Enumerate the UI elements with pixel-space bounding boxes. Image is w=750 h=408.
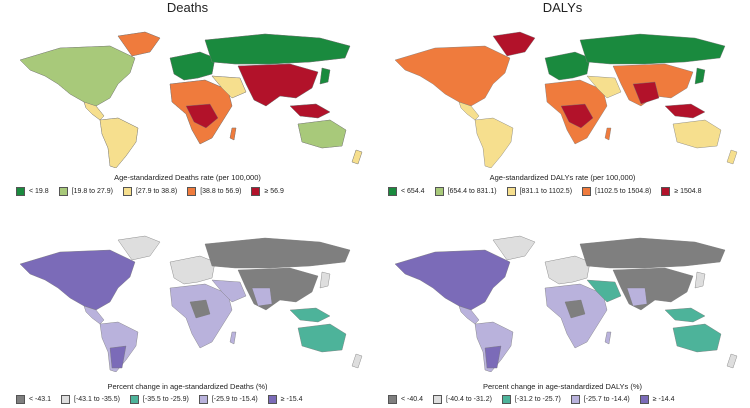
legend-swatch — [58, 187, 68, 196]
legend-label: < -40.4 — [401, 396, 423, 403]
dalys-change-map — [394, 235, 738, 372]
dalys-rate-legend: < 654.4 [654.4 to 831.1) [831.1 to 1102.5)… — [388, 187, 702, 196]
legend-label: [-40.4 to -31.2) — [446, 396, 492, 403]
legend-label: [38.8 to 56.9) — [200, 188, 242, 195]
legend-swatch — [16, 395, 25, 404]
legend-label: [-31.2 to -25.7) — [514, 396, 561, 403]
legend-item: < 19.8 — [16, 187, 49, 196]
legend-item: [27.9 to 38.8) — [122, 187, 178, 196]
deaths-change-map — [19, 235, 363, 372]
legend-label: [831.1 to 1102.5) — [519, 188, 573, 195]
legend-item: < 654.4 — [388, 187, 425, 196]
dalys-change-legend: < -40.4 [-40.4 to -31.2) [-31.2 to -25.7) [… — [388, 395, 675, 404]
legend-label: ≥ -15.4 — [280, 396, 303, 403]
legend-item: < -40.4 — [388, 395, 423, 404]
legend-label: ≥ 1504.8 — [674, 188, 702, 195]
legend-swatch — [501, 395, 511, 404]
legend-label: [-25.9 to -15.4) — [211, 396, 258, 403]
legend-swatch — [267, 395, 277, 404]
legend-swatch — [251, 187, 261, 196]
legend-label: [-43.1 to -35.5) — [74, 396, 120, 403]
legend-label: < 19.8 — [29, 188, 49, 195]
legend-item: [1102.5 to 1504.8) — [582, 187, 651, 196]
legend-swatch — [582, 187, 592, 196]
legend-label: ≥ -14.4 — [652, 396, 675, 403]
legend-item: [-35.5 to -25.9) — [129, 395, 189, 404]
legend-label: < -43.1 — [29, 396, 51, 403]
legend-swatch — [506, 187, 516, 196]
deaths-change-caption: Percent change in age-standardized Death… — [107, 382, 268, 391]
deaths-change-legend: < -43.1 [-43.1 to -35.5) [-35.5 to -25.9) [… — [16, 395, 303, 404]
legend-swatch — [187, 187, 197, 196]
legend-item: ≥ 56.9 — [251, 187, 284, 196]
legend-item: [-25.7 to -14.4) — [570, 395, 630, 404]
legend-item: [-40.4 to -31.2) — [433, 395, 492, 404]
legend-swatch — [388, 395, 397, 404]
legend-item: [38.8 to 56.9) — [187, 187, 241, 196]
legend-swatch — [639, 395, 649, 404]
legend-label: [27.9 to 38.8) — [135, 188, 178, 195]
deaths-rate-legend: < 19.8 [19.8 to 27.9) [27.9 to 38.8) [38.8 … — [16, 187, 284, 196]
deaths-title: Deaths — [166, 0, 209, 15]
legend-swatch — [388, 187, 397, 196]
legend-label: [-25.7 to -14.4) — [583, 396, 630, 403]
dalys-title: DALYs — [542, 0, 583, 15]
legend-item: [-43.1 to -35.5) — [61, 395, 120, 404]
legend-swatch — [570, 395, 580, 404]
deaths-rate-map — [19, 31, 363, 168]
dalys-change-caption: Percent change in age-standardized DALYs… — [482, 382, 643, 391]
legend-label: < 654.4 — [401, 188, 425, 195]
legend-swatch — [61, 395, 70, 404]
legend-label: [19.8 to 27.9) — [71, 188, 113, 195]
legend-item: [654.4 to 831.1) — [434, 187, 497, 196]
legend-item: [19.8 to 27.9) — [58, 187, 113, 196]
legend-label: ≥ 56.9 — [264, 188, 284, 195]
legend-item: ≥ 1504.8 — [661, 187, 702, 196]
legend-item: [-25.9 to -15.4) — [198, 395, 258, 404]
legend-item: ≥ -14.4 — [639, 395, 675, 404]
deaths-rate-caption: Age-standardized Deaths rate (per 100,00… — [114, 173, 261, 182]
legend-item: [-31.2 to -25.7) — [501, 395, 561, 404]
legend-swatch — [198, 395, 208, 404]
legend-swatch — [433, 395, 442, 404]
legend-label: [654.4 to 831.1) — [447, 188, 497, 195]
legend-swatch — [122, 187, 132, 196]
legend-item: ≥ -15.4 — [267, 395, 303, 404]
dalys-rate-caption: Age-standardized DALYs rate (per 100,000… — [489, 173, 636, 182]
legend-swatch — [16, 187, 25, 196]
legend-swatch — [129, 395, 139, 404]
dalys-rate-map — [394, 31, 738, 168]
legend-swatch — [434, 187, 444, 196]
legend-item: [831.1 to 1102.5) — [506, 187, 573, 196]
legend-label: [-35.5 to -25.9) — [142, 396, 189, 403]
legend-swatch — [661, 187, 671, 196]
legend-label: [1102.5 to 1504.8) — [595, 188, 652, 195]
legend-item: < -43.1 — [16, 395, 51, 404]
